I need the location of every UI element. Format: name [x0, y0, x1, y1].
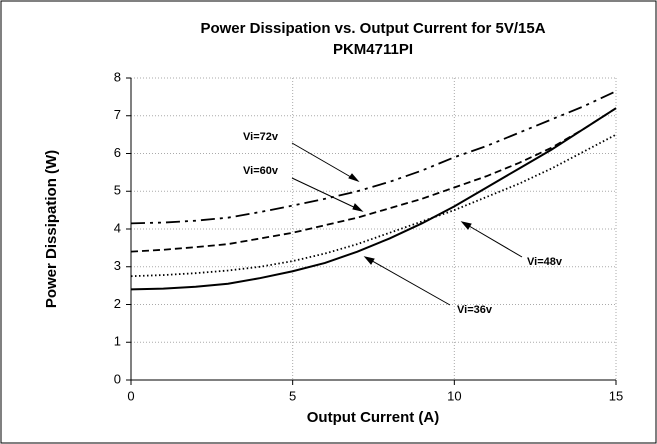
x-axis-label: Output Current (A)	[307, 409, 439, 426]
arrowhead	[348, 173, 360, 183]
arrowhead	[352, 203, 364, 212]
arrowhead	[363, 256, 375, 265]
series-line	[130, 90, 617, 225]
y-tick-label: 5	[114, 183, 121, 198]
x-tick-label: 15	[609, 388, 623, 403]
series-label: Vi=48v	[527, 256, 563, 268]
y-tick-label: 8	[114, 69, 121, 84]
series-label: Vi=60v	[243, 165, 279, 177]
series-line	[130, 107, 617, 291]
y-tick-label: 7	[114, 107, 121, 122]
annotations	[291, 142, 523, 306]
x-tick-label: 10	[447, 388, 461, 403]
chart-subtitle: PKM4711PI	[333, 41, 413, 58]
y-tick-label: 2	[114, 296, 121, 311]
y-tick-label: 6	[114, 145, 121, 160]
series-line	[130, 107, 617, 253]
y-tick-label: 3	[114, 258, 121, 273]
chart-title: Power Dissipation vs. Output Current for…	[200, 20, 545, 37]
y-tick-label: 1	[114, 334, 121, 349]
arrow	[463, 222, 523, 258]
series-line	[130, 133, 617, 278]
series-label: Vi=72v	[243, 131, 279, 143]
arrow	[291, 142, 357, 181]
y-tick-label: 0	[114, 371, 121, 386]
arrowhead	[460, 221, 472, 230]
x-tick-label: 5	[289, 388, 296, 403]
x-tick-label: 0	[127, 388, 134, 403]
y-tick-label: 4	[114, 220, 121, 235]
y-axis-label: Power Dissipation (W)	[43, 150, 60, 308]
arrow	[366, 257, 451, 306]
arrow	[291, 177, 361, 211]
series-label: Vi=36v	[457, 304, 493, 316]
